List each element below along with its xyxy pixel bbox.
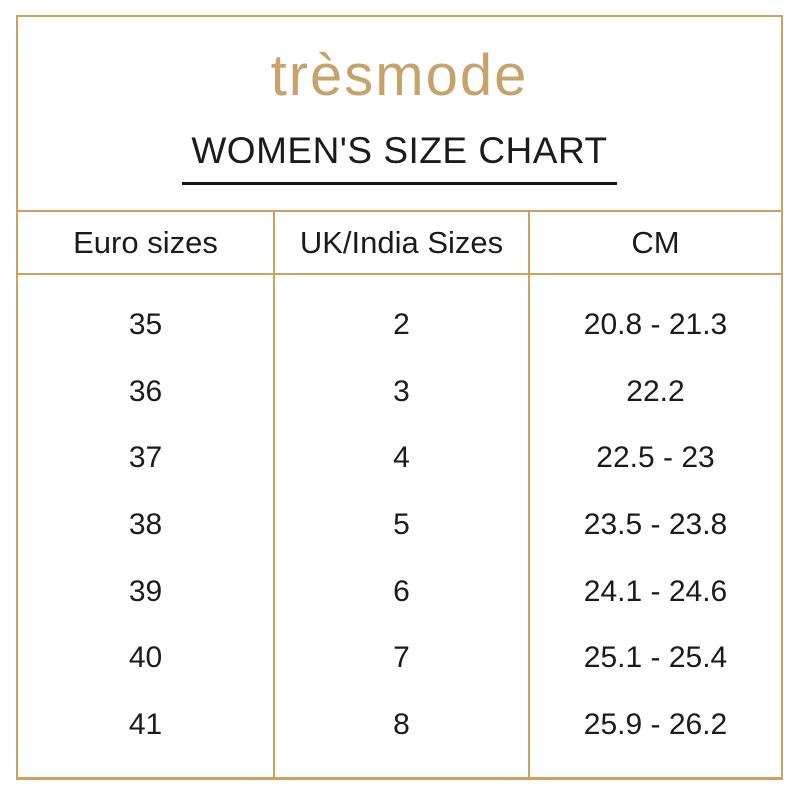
- table-cell: 40: [128, 641, 163, 675]
- page-title: WOMEN'S SIZE CHART: [18, 129, 781, 185]
- outer-border-frame: trèsmode WOMEN'S SIZE CHART Euro sizes U…: [16, 15, 783, 780]
- table-cell: 3: [393, 374, 410, 408]
- table-column-euro-sizes: 35 36 37 38 39 40 41: [18, 275, 273, 777]
- page-title-text: WOMEN'S SIZE CHART: [182, 129, 617, 185]
- brand-logo: trèsmode: [270, 43, 529, 108]
- table-cell: 4: [393, 441, 410, 475]
- table-cell: 2: [393, 308, 410, 342]
- column-header-euro-sizes: Euro sizes: [73, 224, 218, 260]
- table-cell: 36: [128, 374, 163, 408]
- column-header-uk-india-sizes: UK/India Sizes: [273, 212, 528, 273]
- table-column-cm: 20.8 - 21.3 22.2 22.5 - 23 23.5 - 23.8 2…: [528, 275, 781, 777]
- table-cell: 20.8 - 21.3: [583, 308, 728, 342]
- table-cell: 6: [393, 574, 410, 608]
- table-cell: 24.1 - 24.6: [583, 574, 728, 608]
- table-cell: 23.5 - 23.8: [583, 508, 728, 542]
- table-cell: 25.1 - 25.4: [583, 641, 728, 675]
- table-cell: 7: [393, 641, 410, 675]
- table-column-uk-india-sizes: 2 3 4 5 6 7 8: [273, 275, 528, 777]
- table-cell: 38: [128, 508, 163, 542]
- table-cell: 39: [128, 574, 163, 608]
- table-cell: 35: [128, 308, 163, 342]
- size-table: Euro sizes UK/India Sizes CM 35 36 37 38…: [18, 210, 781, 777]
- table-header-row: Euro sizes UK/India Sizes CM: [18, 212, 781, 275]
- table-cell: 5: [393, 508, 410, 542]
- column-header-cm: CM: [528, 212, 781, 273]
- table-cell: 8: [393, 707, 410, 741]
- table-body: 35 36 37 38 39 40 41 2 3 4 5 6 7 8: [18, 275, 781, 777]
- table-cell: 37: [128, 441, 163, 475]
- table-cell: 25.9 - 26.2: [583, 707, 728, 741]
- table-cell: 22.5 - 23: [596, 441, 715, 475]
- table-cell: 22.2: [626, 374, 685, 408]
- table-cell: 41: [128, 707, 163, 741]
